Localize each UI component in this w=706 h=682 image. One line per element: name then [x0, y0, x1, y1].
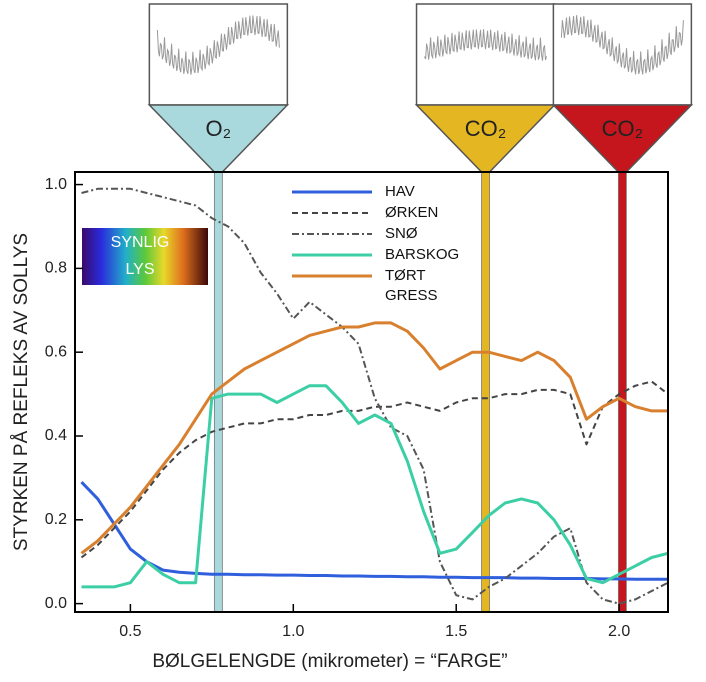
legend-label: BARSKOG: [385, 246, 460, 263]
series-line: [81, 384, 669, 589]
absorption-band: [481, 171, 490, 613]
spectrum-trace: [156, 15, 280, 75]
spectrum-trace: [560, 15, 684, 75]
visible-light-box: [82, 228, 208, 285]
y-tick-label: 1.0: [45, 176, 67, 193]
x-tick-label: 0.5: [119, 623, 141, 640]
x-tick-label: 1.5: [445, 623, 467, 640]
x-axis-label: BØLGELENGDE (mikrometer) = “FARGE”: [152, 651, 507, 672]
series-line: [80, 321, 668, 555]
spectrum-thumbnail: [148, 3, 289, 106]
band-label: CO₂: [602, 116, 644, 141]
band-label: CO₂: [465, 116, 507, 141]
y-tick-label: 0.8: [45, 260, 67, 277]
visible-light-text: LYS: [125, 261, 154, 278]
x-tick-label: 2.0: [608, 623, 630, 640]
y-axis-label: STYRKEN PÅ REFLEKS AV SOLLYS: [11, 233, 32, 551]
legend-label: ØRKEN: [385, 204, 439, 221]
y-tick-label: 0.6: [45, 343, 67, 360]
spectrum-trace: [424, 29, 547, 61]
spectrum-thumbnail: [415, 3, 556, 106]
legend-label: HAV: [385, 183, 415, 200]
series-line: [80, 380, 669, 559]
y-tick-label: 0.4: [45, 427, 67, 444]
x-tick-label: 1.0: [282, 623, 304, 640]
visible-light-text: SYNLIG: [111, 234, 170, 251]
band-label: O₂: [206, 116, 232, 141]
y-tick-label: 0.2: [45, 511, 67, 528]
plot-frame: [74, 171, 669, 613]
legend-label: SNØ: [385, 225, 418, 242]
legend-label: TØRT GRESS: [385, 267, 438, 304]
series-line: [80, 481, 668, 581]
y-tick-label: 0.0: [45, 595, 67, 612]
